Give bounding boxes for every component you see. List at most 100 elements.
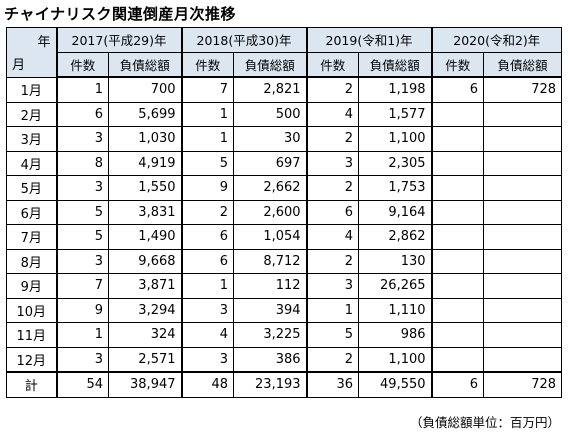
count-cell: 3 xyxy=(180,346,235,373)
month-cell: 6月 xyxy=(6,199,58,225)
debt-cell: 324 xyxy=(107,322,183,348)
count-cell: 5 xyxy=(305,322,360,348)
table-row: 7月 5 1,490 6 1,054 4 2,862 xyxy=(6,224,563,250)
debt-cell: 728 xyxy=(483,76,563,103)
count-cell: 5 xyxy=(180,150,235,176)
count-cell xyxy=(430,322,485,348)
month-cell: 8月 xyxy=(6,248,58,274)
count-cell: 1 xyxy=(180,126,235,152)
table-row: 1月 1 700 7 2,821 2 1,198 6 728 xyxy=(6,76,563,103)
debt-cell: 130 xyxy=(358,248,433,274)
debt-cell: 26,265 xyxy=(358,273,433,299)
count-cell: 3 xyxy=(305,150,360,176)
debt-cell: 700 xyxy=(107,76,183,103)
count-cell xyxy=(430,126,485,152)
count-cell: 2 xyxy=(305,126,360,152)
month-cell: 1月 xyxy=(6,76,58,103)
debt-header: 負債総額 xyxy=(233,51,308,78)
year-header: 2017(平成29)年 xyxy=(55,27,183,53)
debt-cell xyxy=(483,273,563,299)
debt-cell: 3,294 xyxy=(107,297,183,323)
count-cell: 3 xyxy=(305,273,360,299)
count-cell: 6 xyxy=(430,76,485,103)
count-cell: 9 xyxy=(55,297,109,323)
corner-header: 年 月 xyxy=(6,27,58,78)
count-cell: 6 xyxy=(305,199,360,225)
debt-cell: 1,753 xyxy=(358,175,433,201)
table-row: 4月 8 4,919 5 697 3 2,305 xyxy=(6,150,563,176)
count-cell: 7 xyxy=(55,273,109,299)
debt-cell: 23,193 xyxy=(233,371,308,398)
debt-cell: 5,699 xyxy=(107,101,183,127)
table-row: 5月 3 1,550 9 2,662 2 1,753 xyxy=(6,175,563,201)
debt-cell xyxy=(483,199,563,225)
count-cell xyxy=(430,101,485,127)
total-label: 計 xyxy=(6,371,58,398)
count-cell: 2 xyxy=(305,248,360,274)
count-cell: 5 xyxy=(55,199,109,225)
debt-cell: 2,662 xyxy=(233,175,308,201)
count-cell: 6 xyxy=(180,248,235,274)
debt-cell: 1,490 xyxy=(107,224,183,250)
debt-cell xyxy=(483,175,563,201)
year-header: 2020(令和2)年 xyxy=(430,27,563,53)
count-cell: 9 xyxy=(180,175,235,201)
debt-cell: 8,712 xyxy=(233,248,308,274)
debt-cell: 1,030 xyxy=(107,126,183,152)
debt-cell: 386 xyxy=(233,346,308,373)
count-cell xyxy=(430,175,485,201)
debt-cell xyxy=(483,101,563,127)
month-cell: 9月 xyxy=(6,273,58,299)
table-row: 3月 3 1,030 1 30 2 1,100 xyxy=(6,126,563,152)
count-cell: 7 xyxy=(180,76,235,103)
count-cell: 2 xyxy=(180,199,235,225)
debt-cell: 1,110 xyxy=(358,297,433,323)
debt-cell: 1,577 xyxy=(358,101,433,127)
count-cell: 1 xyxy=(305,297,360,323)
debt-cell: 500 xyxy=(233,101,308,127)
count-cell: 4 xyxy=(180,322,235,348)
debt-cell: 1,054 xyxy=(233,224,308,250)
count-cell: 1 xyxy=(55,322,109,348)
debt-cell: 38,947 xyxy=(107,371,183,398)
count-cell: 3 xyxy=(55,126,109,152)
month-cell: 10月 xyxy=(6,297,58,323)
sub-header-row: 件数 負債総額 件数 負債総額 件数 負債総額 件数 負債総額 xyxy=(7,51,563,78)
table-row: 9月 7 3,871 1 112 3 26,265 xyxy=(6,273,563,299)
debt-header: 負債総額 xyxy=(107,51,183,78)
debt-cell xyxy=(483,224,563,250)
debt-header: 負債総額 xyxy=(483,51,563,78)
count-cell: 1 xyxy=(180,273,235,299)
count-cell xyxy=(430,199,485,225)
debt-cell: 4,919 xyxy=(107,150,183,176)
count-cell: 3 xyxy=(55,346,109,373)
count-cell: 2 xyxy=(305,346,360,373)
count-cell: 2 xyxy=(305,76,360,103)
count-cell xyxy=(430,346,485,373)
page-title: チャイナリスク関連倒産月次推移 xyxy=(4,5,237,23)
corner-month-label: 月 xyxy=(12,57,26,73)
debt-cell: 2,862 xyxy=(358,224,433,250)
count-cell: 3 xyxy=(55,248,109,274)
bankruptcy-table: 年 月 2017(平成29)年 2018(平成30)年 2019(令和1)年 2… xyxy=(6,27,563,398)
debt-cell: 3,831 xyxy=(107,199,183,225)
month-cell: 5月 xyxy=(6,175,58,201)
count-cell: 5 xyxy=(55,224,109,250)
debt-cell: 2,305 xyxy=(358,150,433,176)
debt-cell: 986 xyxy=(358,322,433,348)
debt-cell xyxy=(483,346,563,373)
month-cell: 4月 xyxy=(6,150,58,176)
count-cell: 2 xyxy=(305,175,360,201)
debt-cell: 112 xyxy=(233,273,308,299)
count-cell: 48 xyxy=(180,371,235,398)
debt-cell: 697 xyxy=(233,150,308,176)
table-row: 2月 6 5,699 1 500 4 1,577 xyxy=(6,101,563,127)
month-cell: 3月 xyxy=(6,126,58,152)
table-row: 6月 5 3,831 2 2,600 6 9,164 xyxy=(6,199,563,225)
debt-cell: 1,100 xyxy=(358,346,433,373)
count-header: 件数 xyxy=(180,51,235,78)
debt-cell: 9,668 xyxy=(107,248,183,274)
year-header: 2019(令和1)年 xyxy=(305,27,433,53)
debt-cell: 2,821 xyxy=(233,76,308,103)
debt-cell: 30 xyxy=(233,126,308,152)
